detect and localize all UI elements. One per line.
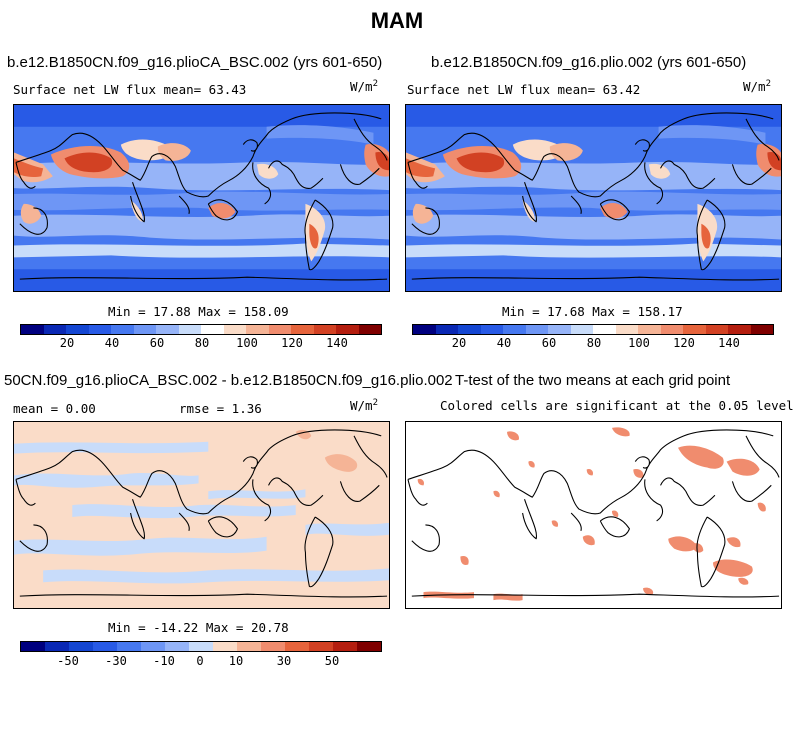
panel-1-minmax: Min = 17.88 Max = 158.09 [108,304,289,319]
colorbar-3-swatch [165,642,189,651]
colorbar-1-swatch [21,325,44,334]
panel-1-mean-label: Surface net LW flux mean= 63.43 [13,82,247,97]
colorbar-3-swatch [333,642,357,651]
colorbar-1-swatch [88,325,111,334]
colorbar-2-tick: 140 [718,336,740,350]
panel-3-rmse: rmse = 1.36 [179,401,262,416]
colorbar-1-tick: 140 [326,336,348,350]
panel-1-units: W/m2 [350,79,378,95]
colorbar-3-swatch [309,642,333,651]
panel-3-title: 50CN.f09_g16.plioCA_BSC.002 - b.e12.B185… [4,372,453,389]
colorbar-2-swatch [503,325,526,334]
colorbar-1-swatch [358,325,381,334]
colorbar-1-tick: 100 [236,336,258,350]
colorbar-1-swatch [313,325,336,334]
colorbar-3-swatch [261,642,285,651]
colorbar-2-tick: 60 [541,336,557,350]
colorbar-1-tick: 60 [149,336,165,350]
colorbar-3-tick: 10 [228,654,244,668]
colorbar-2-swatch [413,325,436,334]
colorbar-1-tick: 20 [59,336,75,350]
colorbar-2-swatch [435,325,458,334]
panel-4-subtitle: Colored cells are significant at the 0.0… [440,398,794,413]
colorbar-2-swatch [683,325,706,334]
panel-2-map [405,104,782,292]
colorbar-2-swatch [458,325,481,334]
colorbar-3-swatch [189,642,213,651]
colorbar-2-swatch [705,325,728,334]
colorbar-2-swatch [728,325,751,334]
colorbar-1-swatch [268,325,291,334]
colorbar-2-tick: 20 [451,336,467,350]
colorbar-3-swatch [357,642,381,651]
colorbar-1-swatch [133,325,156,334]
colorbar-1-swatch [111,325,134,334]
colorbar-2-swatch [593,325,616,334]
colorbar-1-tick: 120 [281,336,303,350]
panel-1-map [13,104,390,292]
colorbar-3-swatch [141,642,165,651]
colorbar-2-swatch [525,325,548,334]
colorbar-2-swatch [615,325,638,334]
colorbar-2-tick: 80 [586,336,602,350]
colorbar-3-tick: 30 [276,654,292,668]
colorbar-3-tick: 0 [196,654,204,668]
colorbar-2 [412,324,774,335]
colorbar-3-tick: -30 [105,654,127,668]
colorbar-3-swatch [21,642,45,651]
colorbar-3-tick: -50 [57,654,79,668]
colorbar-2-swatch [660,325,683,334]
panel-2-units: W/m2 [743,79,771,95]
colorbar-1-swatch [43,325,66,334]
colorbar-3-swatch [117,642,141,651]
colorbar-2-swatch [638,325,661,334]
colorbar-1-swatch [201,325,224,334]
colorbar-1-swatch [156,325,179,334]
colorbar-1-swatch [291,325,314,334]
colorbar-1-swatch [178,325,201,334]
panel-3-minmax: Min = -14.22 Max = 20.78 [108,620,289,635]
colorbar-1-swatch [66,325,89,334]
colorbar-1-swatch [223,325,246,334]
colorbar-3-swatch [69,642,93,651]
colorbar-2-tick: 100 [628,336,650,350]
colorbar-2-tick: 120 [673,336,695,350]
panel-3-mean: mean = 0.00 [13,401,96,416]
colorbar-3-swatch [93,642,117,651]
colorbar-2-swatch [548,325,571,334]
colorbar-1-swatch [246,325,269,334]
colorbar-2-swatch [480,325,503,334]
colorbar-3-swatch [285,642,309,651]
colorbar-1 [20,324,382,335]
colorbar-3-swatch [213,642,237,651]
colorbar-1-swatch [336,325,359,334]
main-title: MAM [370,8,424,33]
colorbar-2-swatch [570,325,593,334]
colorbar-1-tick: 80 [194,336,210,350]
panel-2-mean-label: Surface net LW flux mean= 63.42 [407,82,641,97]
panel-1-title: b.e12.B1850CN.f09_g16.plioCA_BSC.002 (yr… [7,54,383,71]
colorbar-3 [20,641,382,652]
colorbar-3-swatch [45,642,69,651]
colorbar-3-tick: -10 [153,654,175,668]
colorbar-3-swatch [237,642,261,651]
colorbar-1-tick: 40 [104,336,120,350]
panel-2-minmax: Min = 17.68 Max = 158.17 [502,304,683,319]
panel-4-title: T-test of the two means at each grid poi… [455,372,731,389]
panel-3-map [13,421,390,609]
panel-3-units: W/m2 [350,398,378,414]
colorbar-3-tick: 50 [324,654,340,668]
colorbar-2-tick: 40 [496,336,512,350]
panel-2-title: b.e12.B1850CN.f09_g16.plio.002 (yrs 601-… [431,54,747,71]
panel-4-map [405,421,782,609]
colorbar-2-swatch [750,325,773,334]
